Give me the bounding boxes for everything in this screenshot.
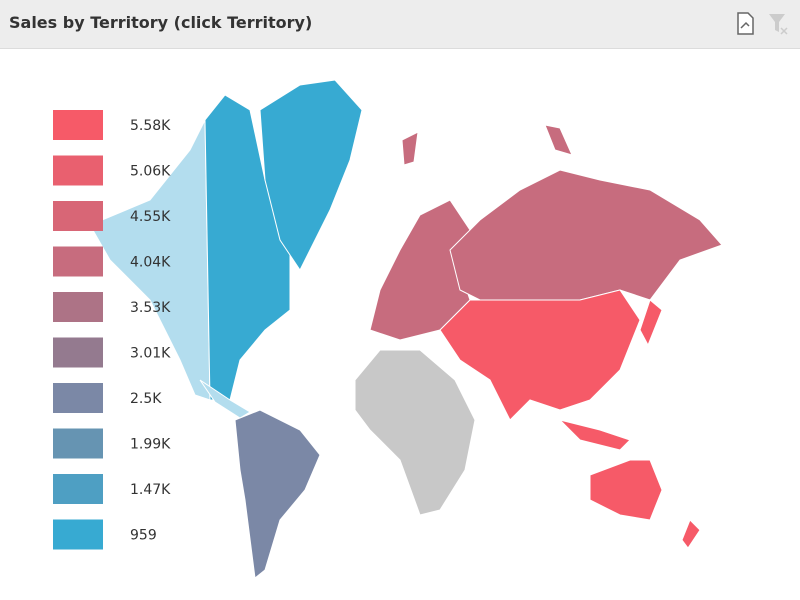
legend-swatch	[53, 428, 103, 459]
legend-label: 3.53K	[130, 300, 171, 316]
legend-swatch	[53, 201, 103, 231]
territory[interactable]	[589, 459, 663, 521]
clear-filter-button[interactable]	[769, 14, 788, 35]
legend-label: 1.47K	[130, 482, 171, 498]
legend-swatch	[53, 337, 103, 368]
legend-label: 2.5K	[130, 391, 162, 407]
territory[interactable]	[544, 124, 573, 156]
legend-label: 4.55K	[130, 209, 171, 225]
territory[interactable]	[449, 169, 723, 301]
territory[interactable]	[199, 379, 251, 419]
legend-label: 1.99K	[130, 437, 171, 453]
territory[interactable]	[639, 299, 663, 347]
territory[interactable]	[89, 119, 211, 401]
territory[interactable]	[259, 79, 363, 271]
title: Sales by Territory (click Territory)	[9, 13, 313, 32]
header: Sales by Territory (click Territory)	[0, 0, 800, 49]
legend-label: 5.58K	[130, 118, 171, 134]
legend-swatch	[53, 246, 103, 277]
territory[interactable]	[401, 131, 419, 166]
legend-label: 5.06K	[130, 164, 171, 180]
legend: 5.58K 5.06K 4.55K 4.04K 3.53K 3.01K 2.5K 1.99K 1…	[53, 110, 171, 550]
header-icons	[737, 12, 788, 35]
territory[interactable]	[681, 519, 701, 549]
territory[interactable]	[234, 409, 321, 579]
territories	[89, 79, 723, 579]
legend-swatch	[53, 383, 103, 413]
territory[interactable]	[558, 419, 631, 451]
legend-label: 3.01K	[130, 346, 171, 362]
territory[interactable]	[439, 289, 641, 421]
legend-swatch	[53, 519, 103, 550]
legend-swatch	[53, 292, 103, 322]
legend-swatch	[53, 155, 103, 186]
legend-label: 4.04K	[130, 255, 171, 271]
territory[interactable]	[354, 349, 476, 516]
legend-label: 959	[130, 528, 157, 544]
legend-swatch	[53, 474, 103, 504]
export-button[interactable]	[737, 12, 754, 35]
legend-swatch	[53, 110, 103, 140]
